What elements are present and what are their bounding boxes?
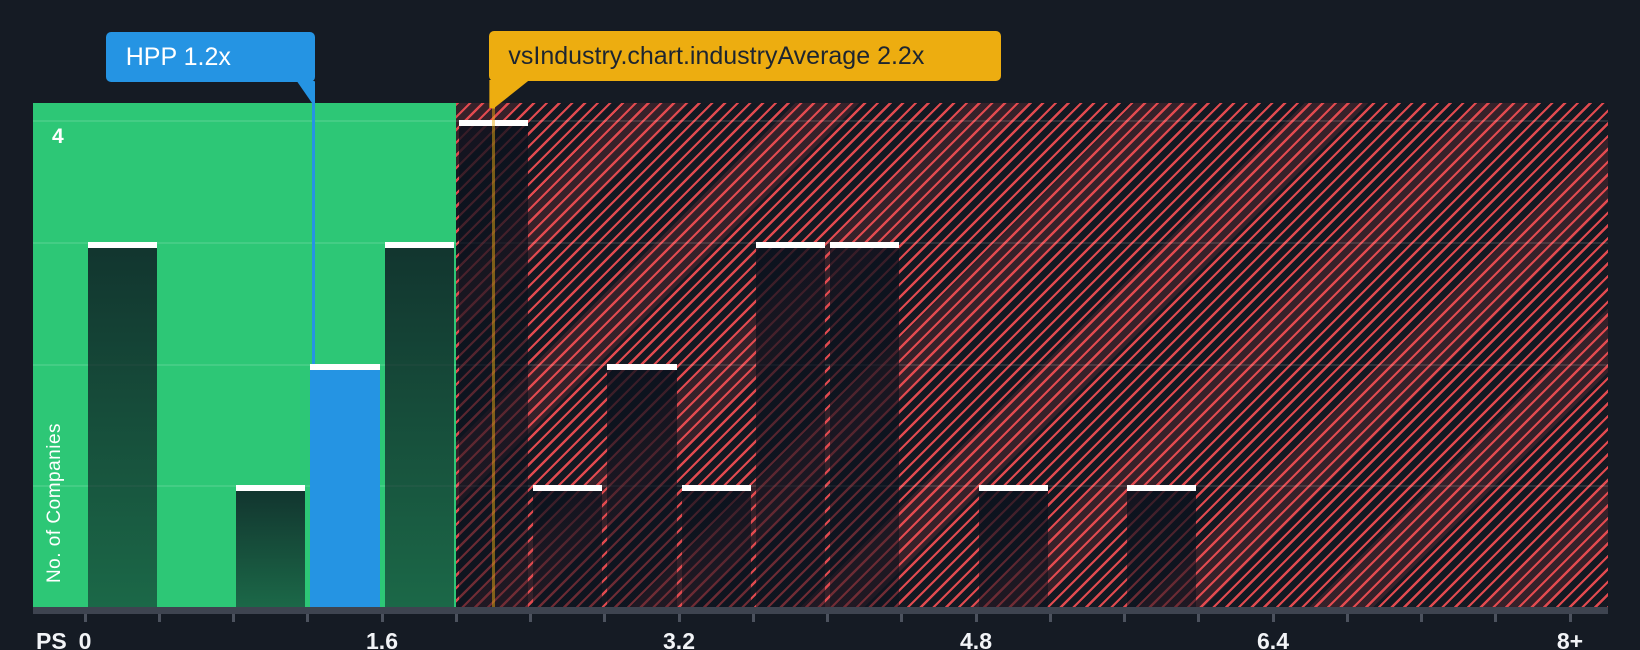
x-axis-tick	[1048, 614, 1052, 622]
x-axis-tick	[974, 614, 978, 622]
x-axis-tick-label: 4.8	[960, 628, 992, 650]
zone-above-industry-average	[456, 103, 1608, 607]
x-axis-tick-label: 6.4	[1257, 628, 1289, 650]
y-axis-tick-label: 4	[52, 125, 64, 148]
plot-area	[33, 103, 1608, 607]
histogram-bar[interactable]	[384, 241, 454, 607]
histogram-bar[interactable]	[755, 241, 825, 607]
x-axis-tick	[1420, 614, 1423, 622]
x-axis-tick	[900, 614, 904, 622]
x-axis-tick	[677, 614, 681, 622]
histogram-bar[interactable]	[87, 241, 157, 607]
x-axis-tick	[232, 614, 235, 622]
x-axis-tick	[306, 614, 310, 622]
x-axis-tick	[1271, 614, 1275, 622]
x-axis-tick	[529, 614, 532, 622]
histogram-bar[interactable]	[236, 485, 306, 607]
x-axis-tick-label: 1.6	[366, 628, 398, 650]
industry-tooltip-label: vsIndustry.chart.industryAverage 2.2x	[508, 42, 925, 70]
histogram-bar-highlight[interactable]	[310, 363, 380, 607]
company-marker-line	[311, 82, 315, 364]
histogram-bar[interactable]	[1127, 485, 1197, 607]
industry-average-marker-line	[491, 82, 496, 607]
x-axis-tick	[454, 614, 458, 622]
y-axis-title: No. of Companies	[44, 422, 65, 584]
company-tooltip-label: HPP 1.2x	[125, 43, 231, 71]
x-axis-tick	[751, 614, 755, 622]
x-axis-tick-label: 8+	[1556, 628, 1584, 650]
x-axis-tick	[1494, 614, 1498, 622]
histogram-bar[interactable]	[681, 485, 751, 607]
histogram-bar[interactable]	[607, 363, 677, 607]
x-axis-tick-label: 3.2	[663, 628, 695, 650]
x-axis-tick	[1568, 614, 1572, 622]
x-axis-tick	[603, 614, 607, 622]
histogram-bar[interactable]	[830, 241, 900, 607]
x-axis-unit-label: PS	[36, 628, 67, 650]
x-axis-line	[33, 607, 1608, 614]
x-axis-tick-label: 0	[78, 628, 92, 650]
x-axis-tick	[1197, 614, 1201, 622]
histogram-bar[interactable]	[533, 485, 603, 607]
histogram-bar[interactable]	[978, 485, 1048, 607]
gridline-count-4	[33, 120, 1608, 122]
x-axis-tick	[380, 614, 384, 622]
company-tooltip[interactable]: HPP 1.2x	[105, 32, 315, 82]
x-axis-tick	[826, 614, 829, 622]
x-axis-tick	[157, 614, 161, 622]
x-axis-tick	[1345, 614, 1349, 622]
x-axis-tick	[83, 614, 87, 622]
x-axis-tick	[1123, 614, 1126, 622]
industry-tooltip[interactable]: vsIndustry.chart.industryAverage 2.2x	[489, 31, 1002, 81]
